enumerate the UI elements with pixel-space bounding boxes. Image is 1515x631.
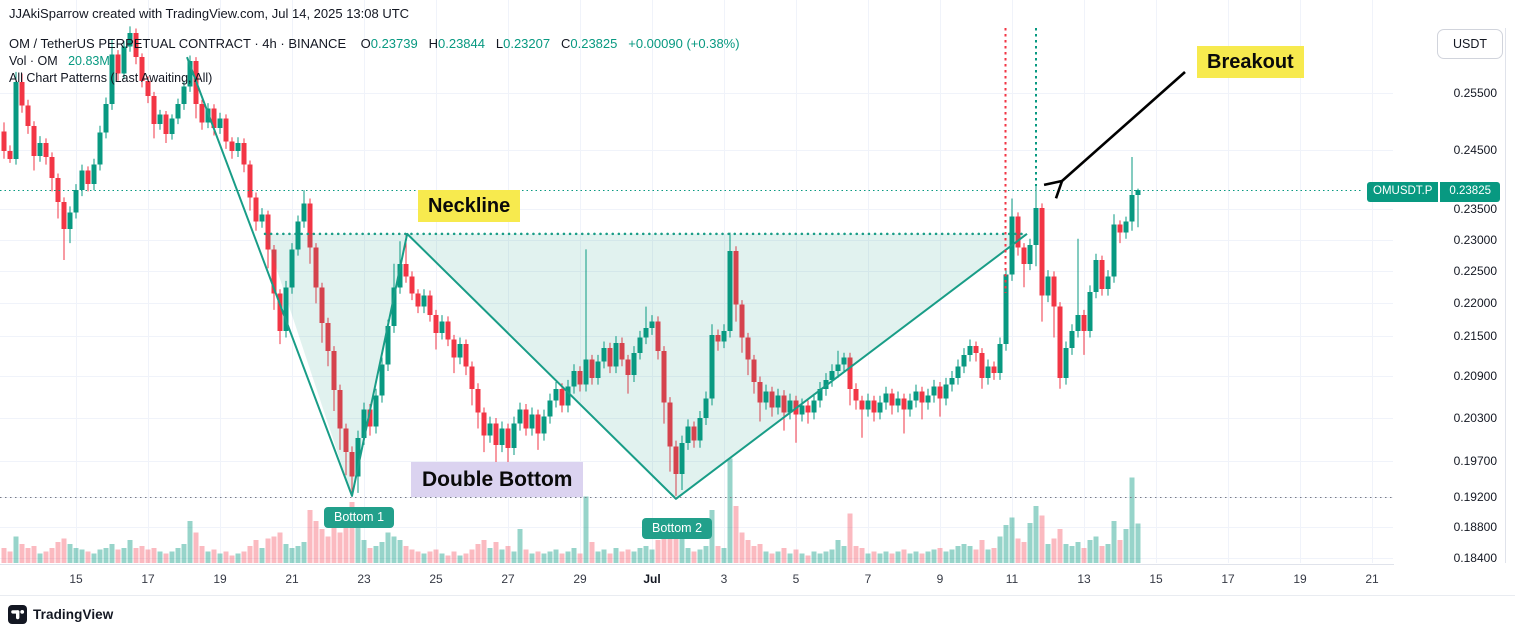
pattern-indicator-row[interactable]: All Chart Patterns (Last Awaiting, All) <box>9 71 213 85</box>
time-axis-label: 17 <box>1221 572 1235 586</box>
price-axis-label: 0.20900 <box>1453 369 1497 384</box>
ohlc-change-value: +0.00090 (+0.38%) <box>628 36 740 51</box>
volume-label: Vol · OM <box>9 54 58 68</box>
price-axis-label: 0.20300 <box>1453 410 1497 425</box>
volume-value: 20.83M <box>68 54 110 68</box>
time-axis-label: 19 <box>1293 572 1307 586</box>
price-chart[interactable] <box>0 0 1393 563</box>
volume-indicator-row[interactable]: Vol · OM 20.83M <box>9 54 110 68</box>
price-axis-label: 0.22000 <box>1453 296 1497 311</box>
time-axis-label: 29 <box>573 572 587 586</box>
breakout-arrow[interactable] <box>0 0 1300 300</box>
time-axis-label: Jul <box>643 572 661 586</box>
last-price-badge-symbol: OMUSDT.P <box>1367 182 1439 202</box>
bottom2-badge[interactable]: Bottom 2 <box>642 518 713 539</box>
currency-toggle-button[interactable]: USDT <box>1437 29 1503 59</box>
price-axis-label: 0.22500 <box>1453 264 1497 279</box>
time-axis-label: 21 <box>1365 572 1379 586</box>
ohlc-open-label: O <box>360 36 371 51</box>
ohlc-high-value: 0.23844 <box>438 36 485 51</box>
time-axis-label: 13 <box>1077 572 1091 586</box>
time-axis-label: 5 <box>792 572 800 586</box>
time-axis-label: 15 <box>69 572 83 586</box>
time-axis-label: 23 <box>357 572 371 586</box>
price-axis-label: 0.21500 <box>1453 329 1497 344</box>
price-axis-label: 0.23500 <box>1453 202 1497 217</box>
time-axis-label: 15 <box>1149 572 1163 586</box>
last-price-badge: OMUSDT.P 0.23825 <box>1367 182 1500 202</box>
price-axis-label: 0.18400 <box>1453 551 1497 566</box>
tradingview-logo-icon <box>8 604 27 624</box>
time-axis[interactable]: 15 17 19 21 23 25 27 29 Jul 3 5 7 9 11 13 15 17 19 21 <box>0 564 1515 595</box>
double-bottom-pattern-lines <box>186 56 1028 500</box>
price-axis-label: 0.19700 <box>1453 453 1497 468</box>
time-axis-label: 9 <box>936 572 944 586</box>
ohlc-low-label: L <box>495 36 504 51</box>
time-axis-label: 21 <box>285 572 299 586</box>
tradingview-logo[interactable]: TradingView <box>8 604 114 624</box>
time-axis-label: 17 <box>141 572 155 586</box>
price-axis-right-border <box>1505 28 1506 563</box>
symbol-ohlc-row[interactable]: OM / TetherUS PERPETUAL CONTRACT · 4h · … <box>9 36 740 51</box>
price-axis-label: 0.19200 <box>1453 490 1497 505</box>
breakout-label[interactable]: Breakout <box>1197 46 1304 78</box>
time-axis-label: 7 <box>864 572 872 586</box>
price-axis-label: 0.18800 <box>1453 520 1497 535</box>
double-bottom-label[interactable]: Double Bottom <box>411 462 584 497</box>
bottom1-badge[interactable]: Bottom 1 <box>324 507 395 528</box>
price-axis-label: 0.25500 <box>1453 86 1497 100</box>
double-bottom-pattern-fill <box>265 233 1027 499</box>
ohlc-close-value: 0.23825 <box>570 36 618 51</box>
tradingview-logo-text: TradingView <box>33 606 114 622</box>
price-axis-label: 0.24500 <box>1453 143 1497 157</box>
last-price-badge-value: 0.23825 <box>1440 182 1500 202</box>
time-axis-label: 3 <box>720 572 728 586</box>
ohlc-high-label: H <box>428 36 438 51</box>
price-axis[interactable]: USDT 0.25500 0.24500 0.23500 0.23000 0.22500… <box>1394 0 1515 594</box>
price-axis-label: 0.23000 <box>1453 233 1497 248</box>
neckline-label[interactable]: Neckline <box>418 190 521 222</box>
ohlc-open-value: 0.23739 <box>370 36 418 51</box>
ohlc-low-value: 0.23207 <box>503 36 551 51</box>
time-axis-label: 25 <box>429 572 443 586</box>
time-axis-label: 27 <box>501 572 515 586</box>
bottom-bar: TradingView <box>0 595 1515 631</box>
time-axis-label: 19 <box>213 572 227 586</box>
time-axis-label: 11 <box>1005 572 1019 586</box>
symbol-title: OM / TetherUS PERPETUAL CONTRACT · 4h · … <box>9 36 347 51</box>
attribution-text: JJAkiSparrow created with TradingView.co… <box>9 6 410 21</box>
badge-divider <box>1438 182 1441 202</box>
ohlc-close-label: C <box>560 36 571 51</box>
